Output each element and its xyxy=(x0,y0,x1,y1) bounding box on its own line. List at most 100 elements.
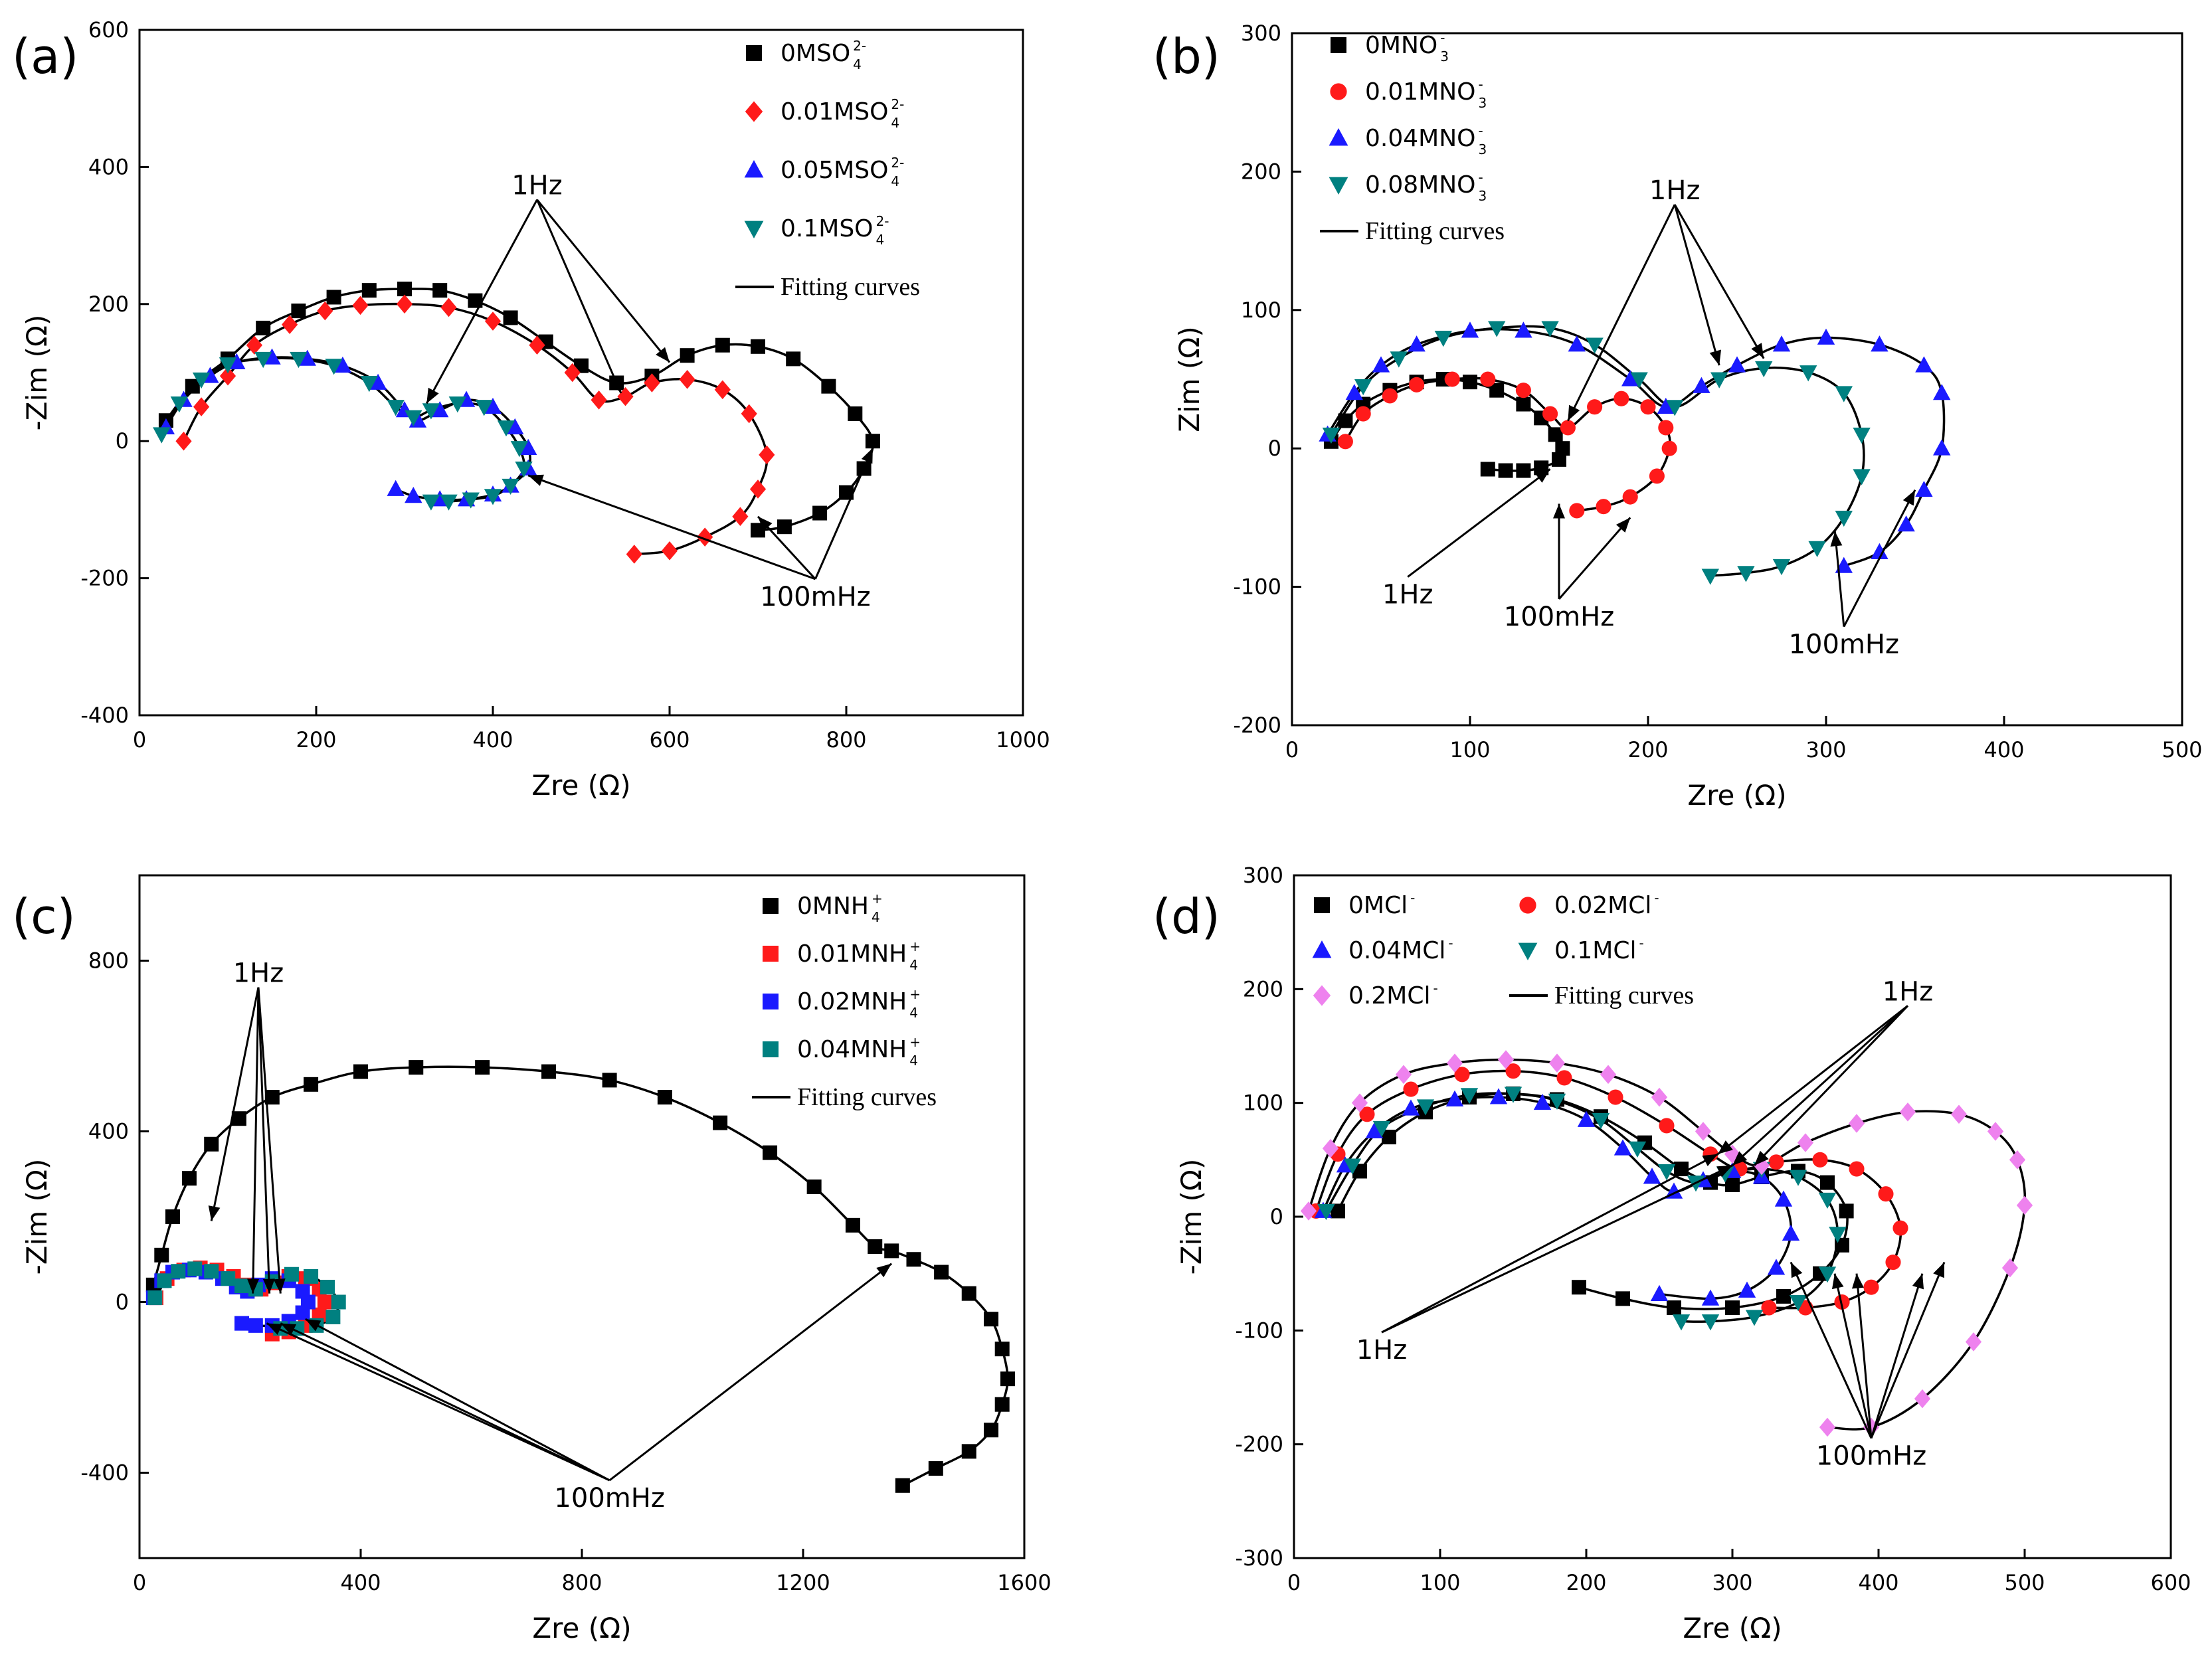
data-point xyxy=(234,1278,250,1294)
data-point xyxy=(475,400,493,416)
frequency-annotation: 100mHz xyxy=(760,582,870,612)
data-point xyxy=(387,480,405,496)
y-tick-label: 300 xyxy=(1241,21,1281,46)
arrow-head xyxy=(1831,1273,1844,1290)
data-point xyxy=(185,379,200,394)
x-tick-label: 0 xyxy=(1285,737,1299,762)
data-point xyxy=(291,304,306,319)
legend-superscript: - xyxy=(1639,935,1643,951)
data-point xyxy=(422,494,440,511)
data-point xyxy=(1797,1133,1814,1152)
data-point xyxy=(1899,1102,1916,1122)
data-point xyxy=(1761,1300,1777,1316)
data-point xyxy=(1818,1267,1837,1283)
y-tick-label: 200 xyxy=(1243,976,1283,1002)
data-point xyxy=(839,485,854,500)
data-point xyxy=(1768,1154,1784,1170)
fitting-curve xyxy=(165,288,874,532)
data-point xyxy=(1488,321,1506,337)
annotation-arrow xyxy=(536,199,622,394)
y-tick-label: -400 xyxy=(80,1460,129,1486)
data-point xyxy=(2009,1150,2026,1170)
data-point xyxy=(1337,434,1353,450)
data-point xyxy=(1354,379,1372,396)
data-point xyxy=(591,390,607,410)
data-point xyxy=(1878,1186,1894,1202)
data-point xyxy=(254,351,272,369)
data-point xyxy=(1409,377,1425,393)
data-point xyxy=(1897,515,1915,532)
legend-fit-label: Fitting curves xyxy=(1365,217,1505,245)
data-point xyxy=(751,523,765,538)
data-point xyxy=(626,545,642,564)
data-point xyxy=(219,357,237,374)
arrow-head xyxy=(280,1323,297,1336)
arrow-head xyxy=(1718,1140,1733,1154)
data-point xyxy=(1395,1065,1412,1085)
data-point xyxy=(1848,1114,1865,1133)
data-point xyxy=(1839,1203,1854,1219)
data-point xyxy=(1515,383,1531,398)
y-tick-label: -200 xyxy=(1233,713,1281,738)
legend-label: 0.02MNH xyxy=(797,988,907,1015)
y-tick-label: 100 xyxy=(1241,298,1281,323)
arrow-head xyxy=(273,1278,286,1294)
legend-subscript: 4 xyxy=(909,957,918,973)
data-point xyxy=(1643,1168,1661,1184)
data-point xyxy=(369,373,387,390)
data-point xyxy=(1489,1088,1508,1104)
data-point xyxy=(1515,321,1532,338)
y-axis-label: Zim (Ω) xyxy=(1173,326,1206,432)
legend-label: 0.08MNO xyxy=(1365,171,1475,199)
legend-marker xyxy=(763,898,779,914)
data-point xyxy=(256,320,271,335)
data-point xyxy=(1504,1087,1522,1103)
data-point xyxy=(848,406,863,421)
arrow-head xyxy=(305,1319,322,1332)
legend-label: 0.05MSO xyxy=(781,157,888,184)
legend-superscript: - xyxy=(1654,890,1659,906)
arrow-head xyxy=(426,387,439,404)
data-point xyxy=(1987,1122,2004,1141)
fitting-curve xyxy=(1327,327,1946,567)
annotation-arrow xyxy=(1381,1164,1733,1334)
legend-marker xyxy=(763,994,779,1009)
y-tick-label: 400 xyxy=(88,1119,129,1144)
frequency-annotation: 100mHz xyxy=(554,1483,664,1514)
y-tick-label: 0 xyxy=(116,428,129,454)
data-point xyxy=(246,335,262,355)
data-point xyxy=(231,1111,246,1126)
data-point xyxy=(331,1294,346,1310)
data-point xyxy=(1817,328,1835,345)
data-point xyxy=(1613,1139,1632,1156)
data-point xyxy=(1343,1158,1362,1175)
legend-superscript: + xyxy=(909,986,921,1002)
data-point xyxy=(1461,321,1479,338)
data-point xyxy=(448,396,466,413)
data-point xyxy=(1657,1164,1676,1181)
arrow-head xyxy=(1851,1273,1864,1289)
legend-subscript: 4 xyxy=(909,1005,918,1021)
legend-label: 0.01MNH xyxy=(797,940,907,968)
data-point xyxy=(895,1478,910,1493)
data-point xyxy=(994,1342,1010,1357)
arrow-head xyxy=(1568,404,1580,421)
annotation-arrow xyxy=(608,1263,893,1482)
legend-marker xyxy=(745,101,763,122)
data-point xyxy=(529,335,545,355)
y-tick-label: -200 xyxy=(1235,1432,1283,1457)
panel-a: 0 200 400 600 800 1000 -400 -200 0 200 400 600 Zre (… xyxy=(12,17,1050,802)
legend-label: 0.1MCl xyxy=(1554,937,1636,964)
data-point xyxy=(1359,1106,1375,1122)
y-axis-label: -Zim (Ω) xyxy=(1175,1159,1208,1275)
data-point xyxy=(1497,1050,1515,1069)
data-point xyxy=(360,376,378,393)
data-point xyxy=(1666,400,1684,416)
annotation-arrow xyxy=(1381,1153,1718,1334)
data-point xyxy=(192,372,211,389)
data-point xyxy=(697,527,713,547)
legend-label: 0.04MCl xyxy=(1348,937,1445,964)
annotation-arrow xyxy=(1673,204,1765,359)
data-point xyxy=(1774,1190,1793,1207)
data-point xyxy=(475,1060,490,1075)
